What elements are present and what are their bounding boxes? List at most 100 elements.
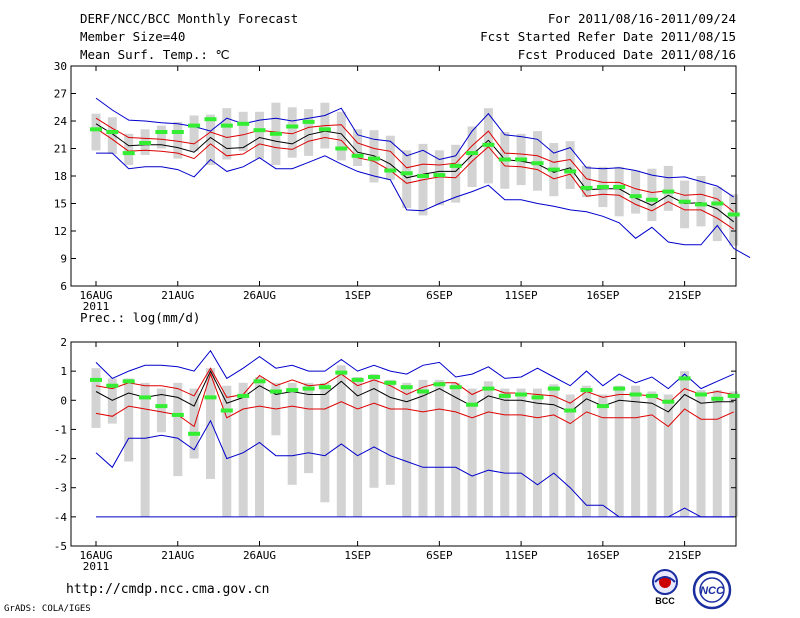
box-19	[402, 382, 412, 517]
y-tick-label: -4	[54, 511, 68, 524]
mean-marker-36	[678, 376, 691, 381]
x-tick-label: 16SEP	[586, 549, 619, 562]
mean-marker-15	[335, 370, 348, 375]
x-tick-label: 16AUG	[79, 549, 112, 562]
box-21	[434, 150, 444, 206]
mean-marker-23	[466, 151, 479, 156]
y-tick-label: 9	[60, 253, 67, 266]
box-35	[663, 394, 673, 517]
x-tick-sublabel: 2011	[83, 300, 110, 313]
mean-marker-4	[155, 404, 168, 409]
box-10	[255, 377, 264, 517]
mean-marker-2	[122, 379, 135, 384]
mean-marker-32	[613, 386, 626, 391]
box-8	[222, 385, 232, 517]
box-36	[680, 371, 690, 517]
box-36	[680, 180, 690, 229]
box-13	[304, 109, 314, 156]
mean-marker-31	[596, 404, 609, 409]
lower-quartile-line	[95, 127, 734, 230]
prec-panel-title: Prec.: log(mm/d)	[80, 310, 201, 325]
box-37	[696, 390, 706, 517]
mean-marker-0	[90, 377, 102, 382]
x-tick-label: 16SEP	[586, 289, 619, 302]
mean-marker-39	[727, 212, 740, 217]
box-12	[287, 107, 297, 158]
mean-marker-12	[286, 124, 299, 129]
mean-marker-2	[122, 151, 135, 156]
y-tick-label: 6	[60, 280, 67, 293]
mean-marker-33	[629, 194, 642, 199]
x-tick-label: 11SEP	[505, 549, 538, 562]
box-1	[107, 117, 117, 154]
box-4	[156, 388, 166, 433]
mean-marker-17	[368, 156, 380, 161]
start-ref-date: Fcst Started Refer Date 2011/08/15	[480, 29, 736, 44]
source-url[interactable]: http://cmdp.ncc.cma.gov.cn	[66, 582, 270, 597]
mean-marker-28	[547, 386, 560, 391]
box-25	[500, 388, 510, 517]
y-tick-label: 18	[54, 170, 67, 183]
mean-marker-37	[695, 202, 707, 207]
box-4	[156, 125, 166, 149]
median-line	[95, 369, 734, 413]
box-30	[582, 165, 591, 198]
mean-marker-38	[711, 201, 724, 206]
y-tick-label: 27	[54, 88, 67, 101]
mean-marker-11	[269, 131, 282, 136]
box-13	[304, 382, 314, 474]
box-27	[533, 131, 542, 191]
x-tick-label: 1SEP	[344, 289, 371, 302]
box-14	[320, 382, 330, 503]
mean-marker-32	[613, 185, 626, 189]
mean-marker-16	[351, 153, 364, 158]
box-39	[729, 194, 739, 246]
median-line	[95, 123, 735, 223]
box-22	[451, 144, 461, 203]
box-38	[712, 187, 722, 242]
x-tick-label: 21SEP	[668, 289, 701, 302]
y-tick-label: -1	[54, 423, 67, 436]
box-30	[582, 385, 591, 517]
box-20	[418, 379, 428, 517]
mean-marker-1	[106, 130, 119, 134]
mean-marker-37	[695, 392, 707, 397]
box-39	[729, 391, 739, 517]
mean-marker-1	[106, 383, 119, 388]
mean-marker-13	[302, 119, 315, 124]
bcc-logo: BCC	[652, 569, 678, 606]
box-18	[385, 135, 395, 180]
chart-title: DERF/NCC/BCC Monthly Forecast	[80, 11, 299, 26]
mean-marker-12	[286, 388, 299, 393]
box-32	[614, 385, 624, 517]
box-7	[206, 114, 215, 165]
mean-marker-33	[629, 392, 642, 397]
mean-marker-39	[727, 393, 740, 398]
mean-marker-7	[204, 117, 217, 122]
y-tick-label: 15	[54, 198, 67, 211]
mean-marker-21	[433, 173, 446, 178]
box-26	[516, 388, 526, 517]
y-tick-label: 2	[60, 336, 67, 349]
box-35	[663, 165, 673, 211]
mean-marker-10	[253, 379, 266, 384]
max-line	[95, 97, 734, 198]
mean-marker-14	[318, 385, 331, 390]
box-29	[565, 141, 575, 189]
box-0	[91, 368, 101, 428]
box-2	[124, 133, 134, 165]
mean-marker-34	[645, 197, 658, 202]
member-size: Member Size=40	[80, 29, 186, 44]
box-6	[189, 115, 199, 152]
box-1	[107, 378, 117, 424]
mean-marker-19	[400, 171, 413, 176]
box-19	[402, 150, 412, 209]
variable-label: Mean Surf. Temp.: ℃	[80, 47, 230, 62]
y-tick-label: 1	[60, 365, 67, 378]
forecast-period: For 2011/08/16-2011/09/24	[547, 11, 736, 26]
box-22	[451, 382, 461, 517]
mean-marker-16	[351, 377, 364, 382]
mean-marker-24	[482, 142, 495, 147]
x-tick-label: 6SEP	[426, 289, 453, 302]
mean-marker-7	[204, 395, 217, 400]
